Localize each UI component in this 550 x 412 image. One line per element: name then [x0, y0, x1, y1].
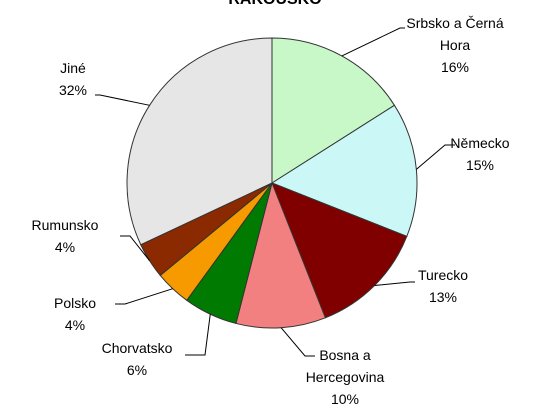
value-label: 6%	[126, 362, 148, 378]
category-label: Rumunsko	[31, 217, 99, 233]
category-label: Chorvatsko	[101, 340, 173, 356]
chart-title: RAKOUSKO	[0, 0, 550, 9]
category-label: Turecko	[417, 267, 469, 283]
value-label: 4%	[64, 317, 86, 333]
slice-label: Srbsko a Černá Hora 16%	[395, 12, 515, 78]
leader-line	[185, 314, 211, 356]
category-label: Polsko	[53, 295, 97, 311]
pie-slice	[271, 37, 396, 184]
category-label: Německo	[450, 135, 510, 151]
slice-label: Polsko 4%	[40, 292, 110, 336]
value-label: 32%	[58, 82, 88, 98]
value-label: 10%	[330, 391, 360, 407]
category-label: Bosna a Hercegovina	[305, 347, 385, 385]
value-label: 15%	[465, 157, 495, 173]
category-label: Jiné	[60, 60, 86, 76]
slice-label: Německo 15%	[440, 132, 520, 176]
slice-label: Rumunsko 4%	[10, 214, 120, 258]
value-label: 4%	[54, 239, 76, 255]
slice-label: Bosna a Hercegovina 10%	[295, 344, 395, 410]
slice-label: Chorvatsko 6%	[92, 337, 182, 381]
leader-line	[115, 288, 173, 305]
leader-line	[341, 27, 405, 57]
slice-label: Turecko 13%	[403, 264, 483, 308]
leader-line	[120, 235, 150, 262]
value-label: 16%	[440, 59, 470, 75]
leader-line	[416, 144, 455, 170]
value-label: 13%	[428, 289, 458, 305]
leader-line	[374, 281, 415, 287]
category-label: Srbsko a Černá Hora	[406, 15, 504, 53]
slice-label: Jiné 32%	[33, 57, 113, 101]
leader-line	[95, 94, 150, 106]
leader-line	[280, 327, 315, 357]
